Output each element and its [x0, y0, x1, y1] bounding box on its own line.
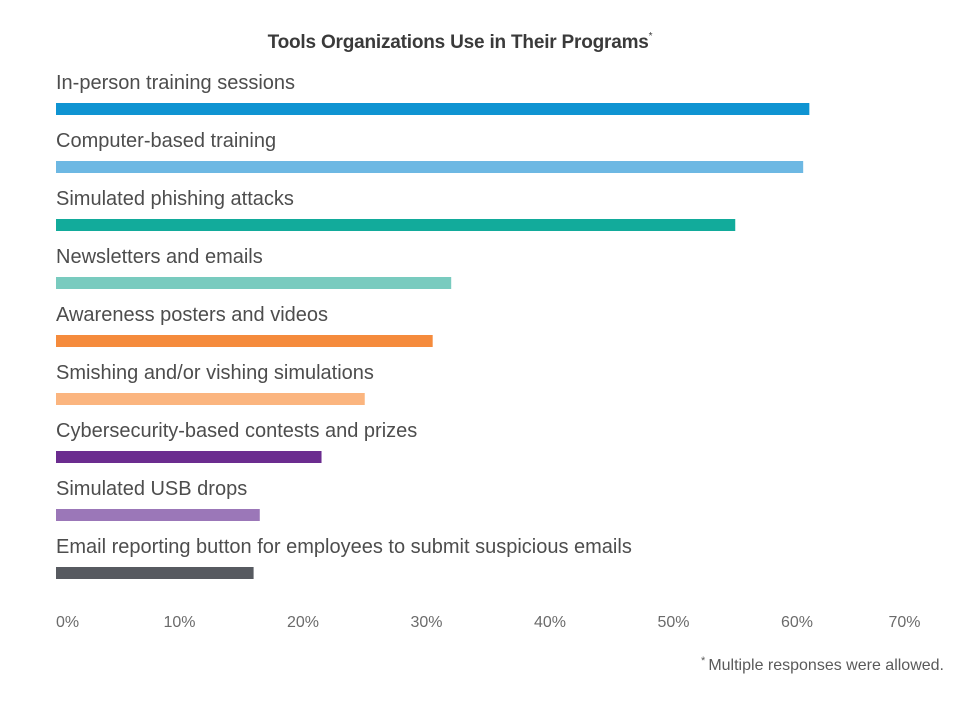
bar [56, 219, 736, 231]
x-tick-label: 10% [163, 614, 195, 631]
bar [56, 451, 322, 463]
bar-label: Simulated USB drops [56, 478, 247, 500]
x-tick-label: 30% [410, 614, 442, 631]
x-tick-label: 40% [534, 614, 566, 631]
footnote-asterisk: * [701, 655, 706, 667]
bar-label: Cybersecurity-based contests and prizes [56, 420, 417, 442]
bar [56, 567, 254, 579]
bar-label: Awareness posters and videos [56, 304, 328, 326]
chart-title-asterisk: * [648, 31, 653, 42]
footnote: * Multiple responses were allowed. [701, 655, 944, 675]
bar [56, 277, 452, 289]
footnote-text: Multiple responses were allowed. [708, 657, 944, 674]
x-tick-label: 20% [287, 614, 319, 631]
bar-label: Computer-based training [56, 130, 276, 152]
bar-label: Simulated phishing attacks [56, 188, 294, 210]
bar [56, 335, 433, 347]
chart-title-text: Tools Organizations Use in Their Program… [267, 32, 649, 53]
bar [56, 103, 810, 115]
x-tick-label: 60% [781, 614, 813, 631]
x-tick-label: 70% [888, 614, 920, 631]
bar-label: Email reporting button for employees to … [56, 536, 632, 558]
chart-title: Tools Organizations Use in Their Program… [0, 31, 920, 54]
bar-label: Newsletters and emails [56, 246, 263, 268]
x-tick-label: 0% [56, 614, 79, 631]
bar-label: Smishing and/or vishing simulations [56, 362, 374, 384]
bar-label: In-person training sessions [56, 72, 295, 94]
x-tick-label: 50% [657, 614, 689, 631]
bar [56, 509, 260, 521]
bar [56, 161, 804, 173]
bar [56, 393, 365, 405]
